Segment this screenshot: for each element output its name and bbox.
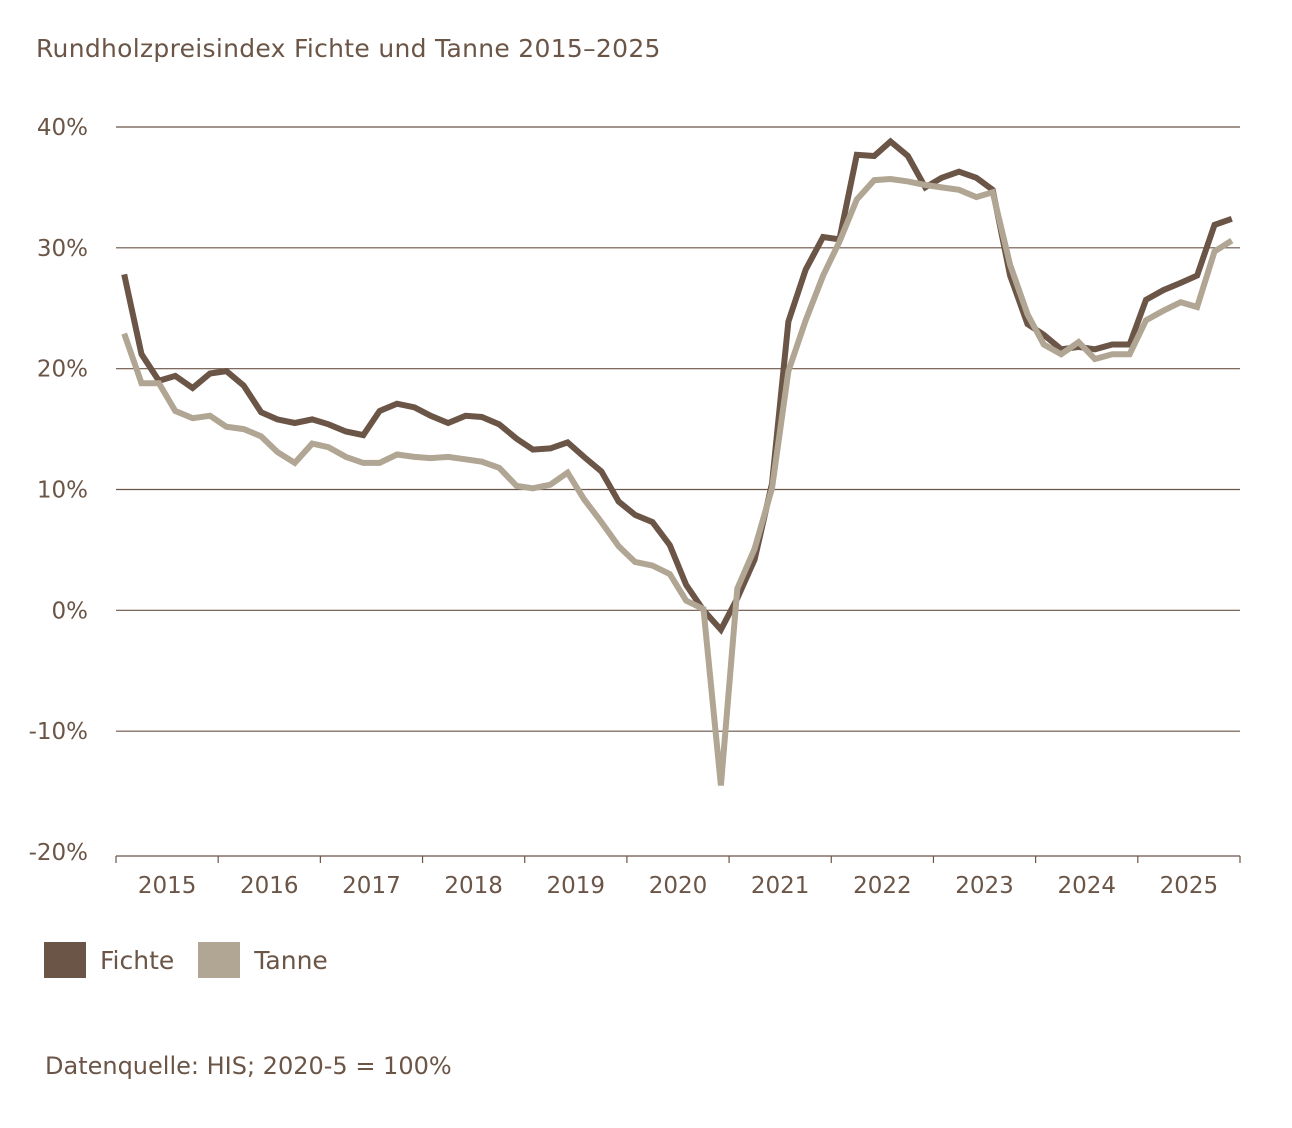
chart-title: Rundholzpreisindex Fichte und Tanne 2015… bbox=[36, 34, 661, 63]
grid-lines bbox=[116, 126, 1240, 732]
legend-item-tanne: Tanne bbox=[198, 942, 328, 978]
legend-swatch-fichte bbox=[44, 942, 86, 978]
x-tick-label: 2023 bbox=[955, 873, 1014, 899]
x-tick-label: 2015 bbox=[138, 873, 197, 899]
y-tick-label: -10% bbox=[29, 719, 88, 745]
x-tick-label: 2017 bbox=[342, 873, 401, 899]
series-line-fichte bbox=[121, 137, 1233, 635]
series-lines bbox=[121, 137, 1234, 786]
y-tick-label: 20% bbox=[37, 357, 88, 383]
legend-swatch-tanne bbox=[198, 942, 241, 978]
legend: Fichte Tanne bbox=[44, 942, 352, 978]
x-tick-label: 2022 bbox=[853, 873, 912, 899]
y-tick-label: 30% bbox=[37, 236, 88, 262]
legend-label-fichte: Fichte bbox=[100, 945, 175, 975]
data-source-note: Datenquelle: HIS; 2020-5 = 100% bbox=[45, 1052, 452, 1080]
x-axis: 2015 2016 2017 2018 2019 2020 2021 2022 2023 2024… bbox=[115, 855, 1241, 899]
x-tick-label: 2019 bbox=[547, 873, 606, 899]
y-tick-label: -20% bbox=[29, 840, 88, 866]
x-tick-label: 2021 bbox=[751, 873, 810, 899]
y-tick-label: 10% bbox=[37, 478, 88, 504]
y-axis-tick-labels: 40% 30% 20% 10% 0% -10% -20% bbox=[29, 115, 88, 866]
x-tick-label: 2020 bbox=[649, 873, 708, 899]
y-tick-label: 0% bbox=[52, 598, 89, 624]
x-tick-label: 2018 bbox=[444, 873, 503, 899]
legend-item-fichte: Fichte bbox=[44, 942, 174, 978]
x-tick-label: 2016 bbox=[240, 873, 299, 899]
series-line-tanne bbox=[121, 175, 1234, 786]
x-tick-label: 2024 bbox=[1057, 873, 1116, 899]
x-tick-label: 2025 bbox=[1160, 873, 1219, 899]
legend-label-tanne: Tanne bbox=[254, 945, 328, 975]
y-tick-label: 40% bbox=[37, 115, 88, 141]
